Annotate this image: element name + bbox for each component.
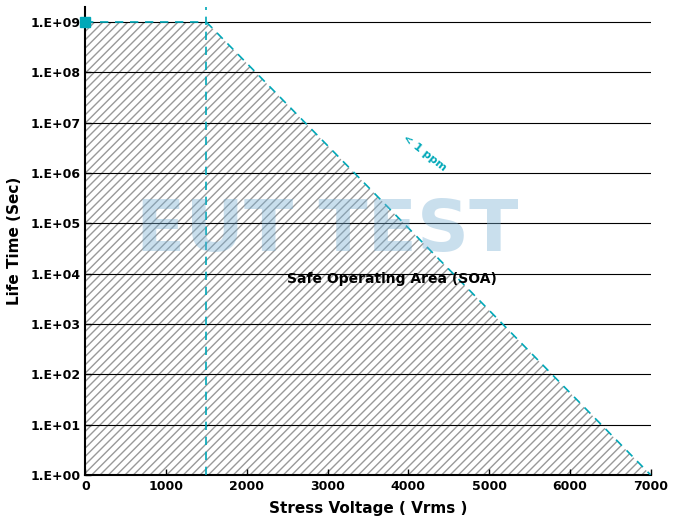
Y-axis label: Life Time (Sec): Life Time (Sec)	[7, 177, 22, 305]
X-axis label: Stress Voltage ( Vrms ): Stress Voltage ( Vrms )	[269, 501, 467, 516]
Text: < 1 ppm: < 1 ppm	[401, 133, 448, 173]
Text: Safe Operating Area (SOA): Safe Operating Area (SOA)	[287, 271, 497, 286]
Text: EUT TEST: EUT TEST	[136, 197, 518, 266]
Polygon shape	[85, 22, 651, 475]
